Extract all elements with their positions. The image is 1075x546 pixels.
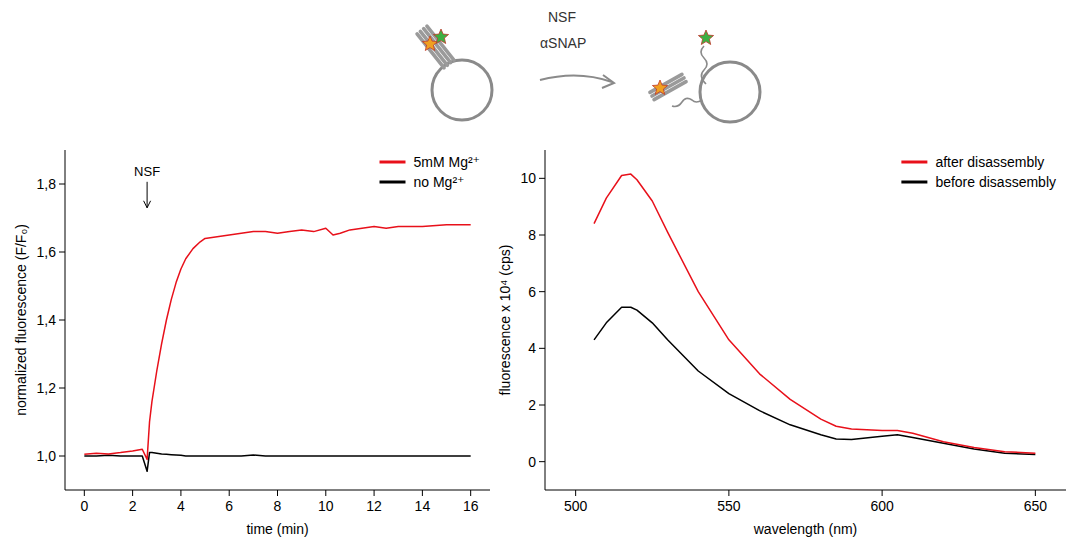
x-tick: [374, 490, 375, 496]
y-tick-label: 2: [528, 397, 536, 413]
y-tick-label: 1,6: [37, 244, 57, 260]
y-tick: [59, 184, 65, 185]
y-tick-label: 8: [528, 227, 536, 243]
legend-label: 5mM Mg²⁺: [414, 154, 481, 170]
x-tick-label: 650: [1024, 498, 1048, 514]
y-tick-label: 6: [528, 284, 536, 300]
legend: after disassembly before disassembly: [901, 154, 1056, 190]
y-tick-label: 1,0: [37, 448, 57, 464]
chart-panel: 0 2 4 6 8 10 12 14 16 1,0 1,2 1,4 1,6 1,8 time (min) no…: [13, 150, 490, 537]
y-tick-label: 0: [528, 454, 536, 470]
x-tick: [575, 490, 576, 496]
schematic-label: αSNAP: [540, 35, 586, 51]
y-tick: [539, 291, 545, 292]
x-tick-label: 0: [80, 498, 88, 514]
annotation-arrow: [147, 182, 148, 208]
y-tick: [59, 320, 65, 321]
y-tick-label: 10: [520, 170, 536, 186]
y-tick: [59, 388, 65, 389]
x-tick-label: 12: [366, 498, 382, 514]
x-tick-label: 600: [870, 498, 894, 514]
x-axis-title: wavelength (nm): [753, 521, 858, 537]
x-tick: [277, 490, 278, 496]
vesicle: [432, 60, 492, 120]
x-tick-label: 6: [225, 498, 233, 514]
legend-swatch: [380, 181, 406, 184]
unfolded-snare: [672, 98, 702, 106]
dye-star: [698, 30, 713, 45]
x-tick: [728, 490, 729, 496]
snare-complex: [417, 26, 454, 68]
annotation-arrow-head: [144, 201, 151, 208]
plot-area: [84, 225, 470, 471]
dye-star: [652, 80, 667, 95]
series-line: [594, 307, 1035, 454]
y-tick-label: 1,2: [37, 380, 57, 396]
x-tick: [470, 490, 471, 496]
reaction-arrow: [540, 75, 612, 82]
series-line: [84, 453, 470, 472]
y-tick: [539, 348, 545, 349]
y-axis: [545, 150, 546, 490]
legend-label: before disassembly: [935, 174, 1056, 190]
y-tick: [539, 178, 545, 179]
x-tick-label: 16: [463, 498, 479, 514]
x-tick: [180, 490, 181, 496]
legend-swatch: [901, 181, 927, 184]
y-tick: [59, 252, 65, 253]
x-tick-label: 550: [717, 498, 741, 514]
legend-label: no Mg²⁺: [414, 174, 465, 190]
x-tick-label: 4: [177, 498, 185, 514]
x-tick: [325, 490, 326, 496]
figure: NSF αSNAP 0 2 4 6 8 10 12 14 16 1,0 1,2 1,4 1,6 1,8 time…: [0, 0, 1075, 546]
snare-fragment: [650, 74, 686, 99]
dye-star: [422, 36, 437, 51]
vesicle: [700, 62, 760, 122]
plot-area: [594, 174, 1035, 455]
x-tick-label: 8: [274, 498, 282, 514]
x-tick: [229, 490, 230, 496]
series-line: [594, 174, 1035, 453]
legend-swatch: [901, 161, 927, 164]
arrow-head: [602, 75, 614, 88]
x-tick: [422, 490, 423, 496]
y-tick-label: 1,8: [37, 176, 57, 192]
y-axis-title: normalized fluorescence (F/F₀): [13, 224, 29, 416]
x-tick-label: 10: [318, 498, 334, 514]
x-axis: [545, 490, 1066, 491]
x-tick: [1035, 490, 1036, 496]
y-tick-label: 4: [528, 340, 536, 356]
y-tick: [539, 461, 545, 462]
x-tick-label: 14: [415, 498, 431, 514]
y-tick: [59, 456, 65, 457]
dye-star: [433, 29, 448, 44]
y-tick: [539, 405, 545, 406]
x-tick: [882, 490, 883, 496]
y-axis-title: fluorescence x 10⁴ (cps): [497, 245, 513, 396]
schematic-label: NSF: [548, 9, 576, 25]
chart-panel: 500 550 600 650 0 2 4 6 8 10 wavelength (nm) fluore…: [497, 150, 1066, 537]
y-tick: [539, 235, 545, 236]
unfolded-snare: [701, 46, 707, 84]
y-tick-label: 1,4: [37, 312, 57, 328]
x-tick-label: 2: [129, 498, 137, 514]
x-tick: [84, 490, 85, 496]
legend-label: after disassembly: [935, 154, 1044, 170]
legend: 5mM Mg²⁺ no Mg²⁺: [380, 154, 481, 190]
series-line: [84, 225, 470, 460]
x-axis-title: time (min): [246, 521, 308, 537]
annotation-text: NSF: [134, 164, 160, 179]
legend-swatch: [380, 161, 406, 164]
x-tick-label: 500: [564, 498, 588, 514]
x-tick: [132, 490, 133, 496]
